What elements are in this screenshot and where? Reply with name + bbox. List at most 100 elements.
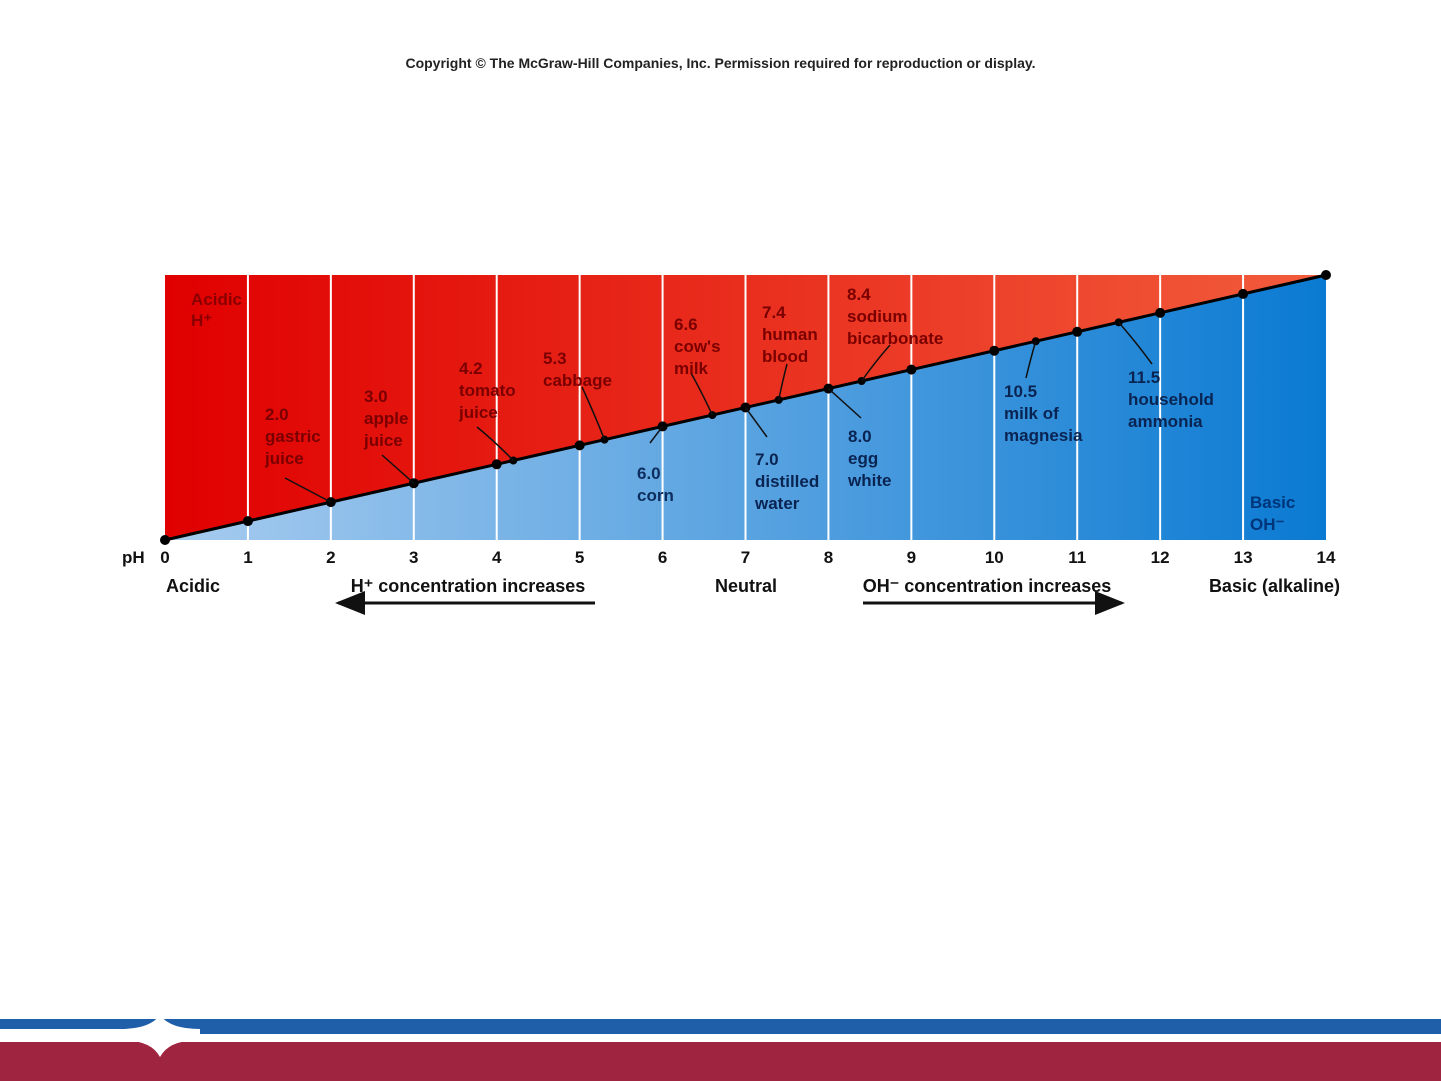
substance-label: 8.0 egg white: [847, 427, 891, 490]
ph-dot: [1238, 288, 1249, 299]
substance-label-line: 11.5: [1128, 368, 1160, 387]
ph-tick-label: 1: [243, 548, 252, 567]
ph-tick-label: 11: [1068, 548, 1086, 567]
substance-label-line: 3.0: [364, 387, 388, 406]
leader-line: [284, 477, 332, 503]
substance-label: 11.5 household ammonia: [1128, 368, 1214, 431]
footer-blue-stripe: [0, 1019, 1441, 1034]
substance-label-line: apple: [364, 409, 408, 428]
substance-label-line: juice: [264, 449, 304, 468]
neutral-label: Neutral: [715, 576, 777, 596]
ph-tick-label: 7: [741, 548, 750, 567]
leader-line: [690, 372, 714, 416]
acidic-corner-label: Acidic H⁺: [191, 290, 242, 330]
ph-tick-label: 4: [492, 548, 502, 567]
leader-line: [581, 386, 606, 440]
basic-corner-word: Basic: [1250, 493, 1295, 512]
substance-label-line: water: [754, 494, 800, 513]
footer-banner: [0, 1015, 1441, 1081]
ph-tick-label: 5: [575, 548, 584, 567]
substance-label-line: magnesia: [1004, 426, 1083, 445]
copyright-notice: Copyright © The McGraw-Hill Companies, I…: [405, 55, 1036, 71]
leader-line: [777, 363, 788, 401]
substance-label-line: 6.6: [674, 315, 698, 334]
leader-line: [860, 344, 891, 382]
substance-label-line: 5.3: [543, 349, 567, 368]
substance-label: 7.4 human blood: [762, 303, 818, 366]
ph-dot: [906, 364, 917, 375]
ph-tick-label: 9: [907, 548, 916, 567]
substance-label-line: 8.4: [847, 285, 871, 304]
substance-labels: 2.0 gastric juice 3.0 apple juice 4.2 tomato jui…: [264, 285, 1214, 513]
substance-label: 7.0 distilled water: [754, 450, 819, 513]
leader-line: [381, 454, 415, 484]
ph-tick-label: 12: [1151, 548, 1170, 567]
ph-dot: [1155, 307, 1166, 318]
substance-label-line: sodium: [847, 307, 907, 326]
acidic-corner-word: Acidic: [191, 290, 242, 309]
basic-alkaline-label: Basic (alkaline): [1209, 576, 1340, 596]
leader-line: [1118, 321, 1153, 365]
substance-label-line: 7.4: [762, 303, 786, 322]
substance-label-line: 8.0: [848, 427, 872, 446]
substance-label: 4.2 tomato juice: [458, 359, 516, 422]
substance-label-line: tomato: [459, 381, 516, 400]
leader-line: [1025, 341, 1037, 379]
basic-corner-ion: OH⁻: [1250, 515, 1285, 534]
ph-tick-label: 6: [658, 548, 667, 567]
substance-label-line: human: [762, 325, 818, 344]
substance-label: 2.0 gastric juice: [264, 405, 321, 468]
substance-label-line: juice: [458, 403, 498, 422]
book-logo-icon: [0, 1015, 200, 1057]
substance-label-line: gastric: [265, 427, 321, 446]
h-concentration-label: H⁺ concentration increases: [351, 576, 586, 596]
substance-label-line: egg: [848, 449, 878, 468]
substance-label-line: cow's: [674, 337, 721, 356]
substance-label-line: 10.5: [1004, 382, 1037, 401]
substance-leaders: [284, 321, 1153, 503]
substance-label-line: juice: [363, 431, 403, 450]
oh-concentration-label: OH⁻ concentration increases: [863, 576, 1112, 596]
substance-label-line: distilled: [755, 472, 819, 491]
substance-label-line: milk of: [1004, 404, 1059, 423]
ph-dot: [160, 535, 170, 545]
ph-dot: [242, 516, 253, 527]
substance-label-line: cabbage: [543, 371, 612, 390]
ph-axis-prefix: pH: [122, 548, 145, 567]
leader-line: [827, 388, 862, 419]
basic-corner-label: Basic OH⁻: [1250, 493, 1295, 534]
substance-label-line: ammonia: [1128, 412, 1203, 431]
ph-tick-labels: 0 1 2 3 4 5 6 7 8 9 10 11 12 13 14: [160, 548, 1336, 567]
substance-label: 3.0 apple juice: [363, 387, 408, 450]
substance-label-line: 4.2: [459, 359, 483, 378]
ph-tick-label: 10: [985, 548, 1004, 567]
substance-label-line: blood: [762, 347, 808, 366]
ph-dot: [989, 345, 1000, 356]
ph-dividers: [246, 275, 1245, 540]
ph-dot: [491, 459, 502, 470]
ph-dot: [1072, 326, 1083, 337]
ph-tick-label: 8: [824, 548, 833, 567]
substance-label-line: milk: [674, 359, 709, 378]
leader-line: [744, 407, 768, 438]
substance-label-line: white: [847, 471, 891, 490]
substance-label: 10.5 milk of magnesia: [1004, 382, 1083, 445]
ph-tick-label: 13: [1234, 548, 1253, 567]
leader-line: [476, 426, 514, 462]
substance-label-line: 6.0: [637, 464, 661, 483]
footer-maroon-stripe: [0, 1042, 1441, 1081]
substance-label: 5.3 cabbage: [543, 349, 612, 390]
substance-label-line: corn: [637, 486, 674, 505]
acidic-label: Acidic: [166, 576, 220, 596]
ph-tick-label: 2: [326, 548, 335, 567]
substance-label-line: 2.0: [265, 405, 289, 424]
substance-label-line: 7.0: [755, 450, 779, 469]
substance-label: 8.4 sodium bicarbonate: [847, 285, 943, 348]
ph-tick-label: 0: [160, 548, 169, 567]
substance-label: 6.0 corn: [637, 464, 674, 505]
ph-tick-label: 3: [409, 548, 418, 567]
acidic-corner-ion: H⁺: [191, 311, 212, 330]
substance-label-line: bicarbonate: [847, 329, 943, 348]
ph-tick-label: 14: [1317, 548, 1336, 567]
substance-label: 6.6 cow's milk: [674, 315, 721, 378]
